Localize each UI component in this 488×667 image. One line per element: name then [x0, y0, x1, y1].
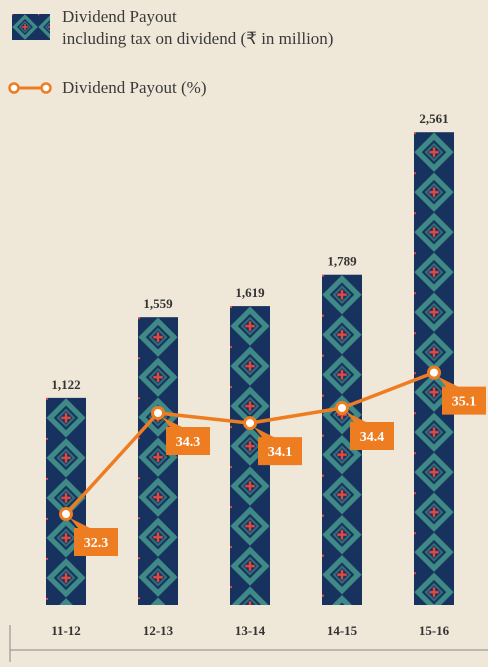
x-tick-label: 15-16: [419, 623, 450, 638]
bar: [46, 397, 86, 605]
line-marker: [243, 416, 257, 431]
callout: [70, 518, 118, 557]
x-tick-label: 14-15: [327, 623, 358, 638]
x-tick-label: 11-12: [51, 623, 81, 638]
data-label: 1,559: [143, 296, 173, 311]
data-label: 2,561: [419, 111, 448, 126]
data-label: 32.3: [84, 536, 109, 551]
line-marker: [427, 365, 441, 380]
data-label: 34.3: [176, 435, 201, 450]
legend-swatch-bar: [12, 14, 50, 40]
callout: [254, 427, 302, 466]
x-tick-label: 12-13: [143, 623, 174, 638]
line-marker: [59, 507, 73, 522]
data-label: 34.1: [268, 445, 293, 460]
legend-label: Dividend Payout including tax on dividen…: [62, 7, 334, 48]
callout: [438, 376, 486, 415]
callout: [162, 417, 210, 455]
line-marker: [151, 406, 165, 420]
legend-label: Dividend Payout (%): [62, 78, 207, 97]
data-label: 34.4: [360, 430, 385, 445]
data-label: 35.1: [452, 395, 477, 410]
data-label: 1,122: [51, 377, 80, 392]
bar: [138, 317, 178, 605]
x-tick-label: 13-14: [235, 623, 266, 638]
callout: [346, 411, 394, 450]
data-label: 1,619: [235, 285, 265, 300]
line-marker: [335, 400, 349, 415]
data-label: 1,789: [327, 254, 357, 269]
legend-swatch-marker: [40, 82, 52, 94]
legend-swatch-marker: [8, 82, 20, 94]
